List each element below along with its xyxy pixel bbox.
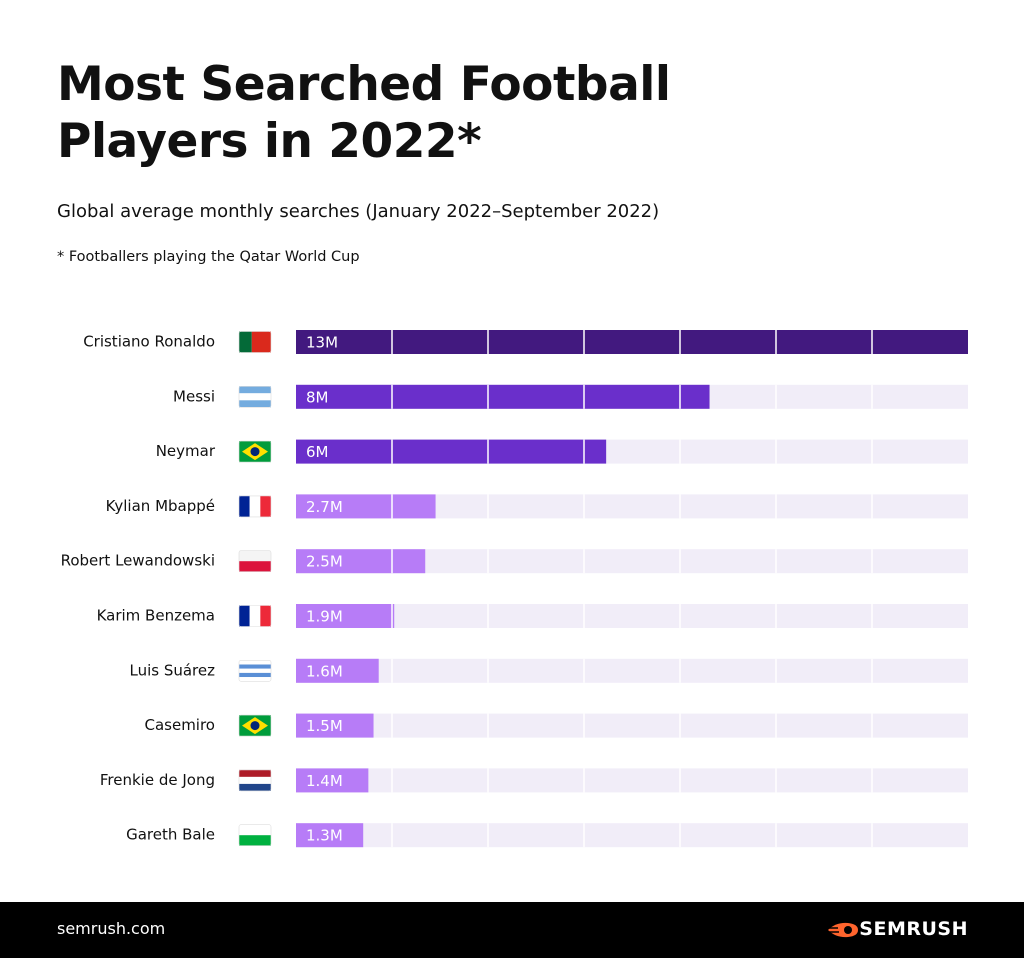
y-tick-label: Robert Lewandowski [61,552,215,570]
brand-logo [826,922,858,938]
bar [296,768,369,793]
y-tick-label: Messi [173,387,215,405]
value-label: 1.4M [306,772,343,790]
bar [296,330,968,354]
flag-part [239,400,271,408]
flag-part [239,672,271,678]
bar [296,604,395,628]
flag-border [238,385,272,408]
value-label: 13M [306,334,338,352]
flag-part [239,386,271,394]
flag-border [238,550,272,573]
y-tick-label: Frenkie de Jong [100,771,215,789]
flag-part [239,677,271,682]
flag-part [239,561,271,572]
flag-part [239,769,271,777]
bar [296,384,710,409]
chart-note: * Footballers playing the Qatar World Cu… [57,249,360,265]
flag-part [249,495,261,517]
y-tick-label: Kylian Mbappé [106,497,215,515]
value-label: 1.6M [306,662,343,680]
flag-border [238,659,272,682]
bar [296,439,607,464]
flag-part [260,495,271,517]
bar-track [296,604,968,628]
flag [238,714,272,737]
flag-part [239,495,250,517]
flag [238,659,272,682]
value-label: 2.7M [306,498,343,516]
bar [296,549,426,574]
footer-site: semrush.com [57,919,166,938]
y-tick-label: Karim Benzema [97,607,215,625]
flag-part [250,721,260,731]
flag [238,331,272,353]
flag-border [238,769,272,792]
flag [238,824,272,847]
flag-part [239,668,271,673]
bar [296,658,379,683]
flag-part [239,605,250,627]
bar-track [296,768,968,793]
value-label: 1.5M [306,717,343,735]
bar-track [296,823,968,848]
flag-part [251,331,271,353]
bar-track [296,658,968,683]
flag-part [250,447,260,457]
bar [296,494,436,519]
y-tick-label: Cristiano Ronaldo [83,333,215,351]
chart: Cristiano Ronaldo 13M Messi 8M Neymar 6M Kylia… [61,330,968,848]
flag-part [239,835,271,846]
flag [238,440,272,463]
flag-border [238,331,272,353]
flag-part [239,824,271,836]
value-label: 6M [306,443,329,461]
y-tick-label: Casemiro [144,716,215,734]
flag-part [249,605,261,627]
value-label: 1.3M [306,827,343,845]
flag [238,385,272,408]
flag [238,550,272,573]
flag-border [238,605,272,627]
flag-part [239,393,271,401]
flag [238,605,272,627]
value-label: 1.9M [306,608,343,626]
flag-part [239,550,271,562]
chart-title: Most Searched Football Players in 2022* [57,57,671,169]
flag-part [239,331,252,353]
flag-border [238,714,272,737]
y-tick-label: Neymar [156,442,216,460]
bar [296,713,374,738]
flag-part [239,783,271,791]
flag-part [239,776,271,784]
value-label: 2.5M [306,553,343,571]
chart-subtitle: Global average monthly searches (January… [57,201,660,222]
flag-border [238,824,272,847]
flag-part [239,660,271,665]
footer-brand: SEMRUSH [859,918,968,940]
footer: semrush.com SEMRUSH [0,902,1024,958]
flag [238,769,272,792]
flag-part [260,605,271,627]
y-tick-label: Gareth Bale [126,826,215,844]
value-label: 8M [306,388,329,406]
flag-border [238,495,272,518]
bar [296,823,364,848]
flag-part [239,664,271,669]
bar-track [296,713,968,738]
y-tick-label: Luis Suárez [129,661,215,679]
flag [238,495,272,518]
flag-border [238,440,272,463]
